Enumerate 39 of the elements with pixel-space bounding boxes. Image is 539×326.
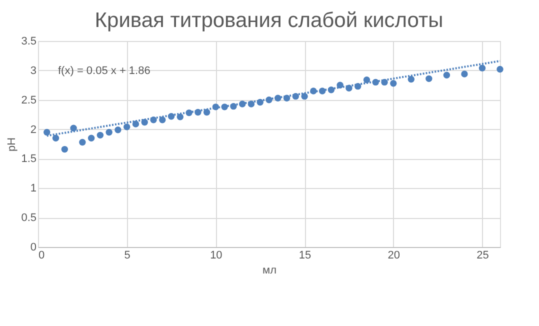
point [363,76,370,84]
point [88,134,95,142]
y-tick-label: 3 [30,64,36,77]
point [426,75,432,82]
point [114,126,122,134]
x-tick-label: 0 [38,250,45,262]
point [496,66,504,73]
point [61,146,68,153]
x-tick-label: 20 [388,250,400,262]
annotation: f(x) = 0.05 x + 1.86 [58,65,150,77]
y-tick-label: 2.5 [21,94,36,106]
point [443,72,450,78]
y-tick-label: 1 [30,182,36,195]
y-tick-label: 2 [30,124,36,136]
point [52,134,60,142]
x-tick-label: 5 [124,250,130,262]
chart-title: Кривая титрования слабой кислоты [94,9,444,32]
y-axis-title: pH [6,137,18,152]
point [176,114,184,120]
x-tick-label: 15 [298,250,312,262]
point [123,124,130,130]
x-tick-label: 10 [210,250,222,262]
point [79,138,86,146]
point [106,128,112,136]
x-tick-label: 25 [476,250,489,262]
point [390,80,397,87]
y-tick-label: 1.5 [21,153,36,166]
y-tick-label: 0 [30,242,36,254]
y-tick-label: 3.5 [21,36,36,48]
point [478,64,486,72]
point [44,128,50,136]
point [461,70,468,78]
point [408,76,415,83]
point [70,124,77,132]
point [96,132,104,139]
point [159,116,166,124]
point [301,92,308,100]
y-tick-label: 0.5 [21,212,36,224]
x-axis-title: мл [262,264,276,276]
